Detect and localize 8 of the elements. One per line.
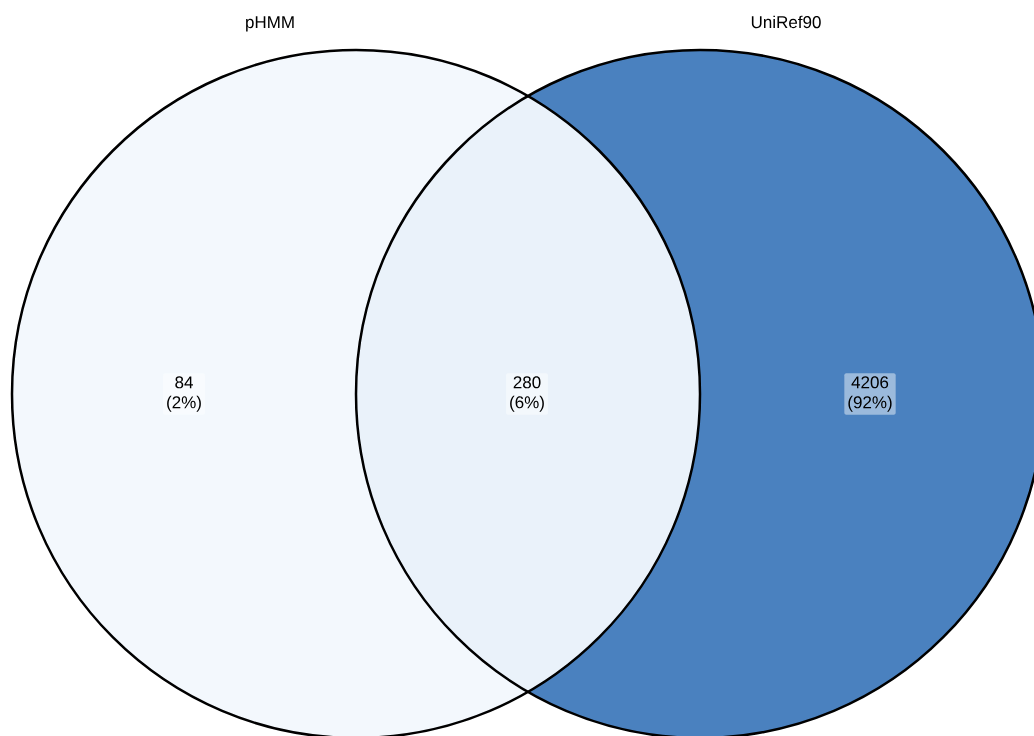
text: (2%) [167, 395, 201, 412]
text: pHMM [246, 16, 294, 32]
data-label: 4206 [851, 376, 889, 389]
text: (6%) [510, 395, 544, 412]
text: UniRef90 [751, 15, 821, 29]
data-label: 84 [175, 376, 193, 389]
text: (92%) [848, 395, 892, 412]
data-label: 280 [513, 376, 541, 389]
